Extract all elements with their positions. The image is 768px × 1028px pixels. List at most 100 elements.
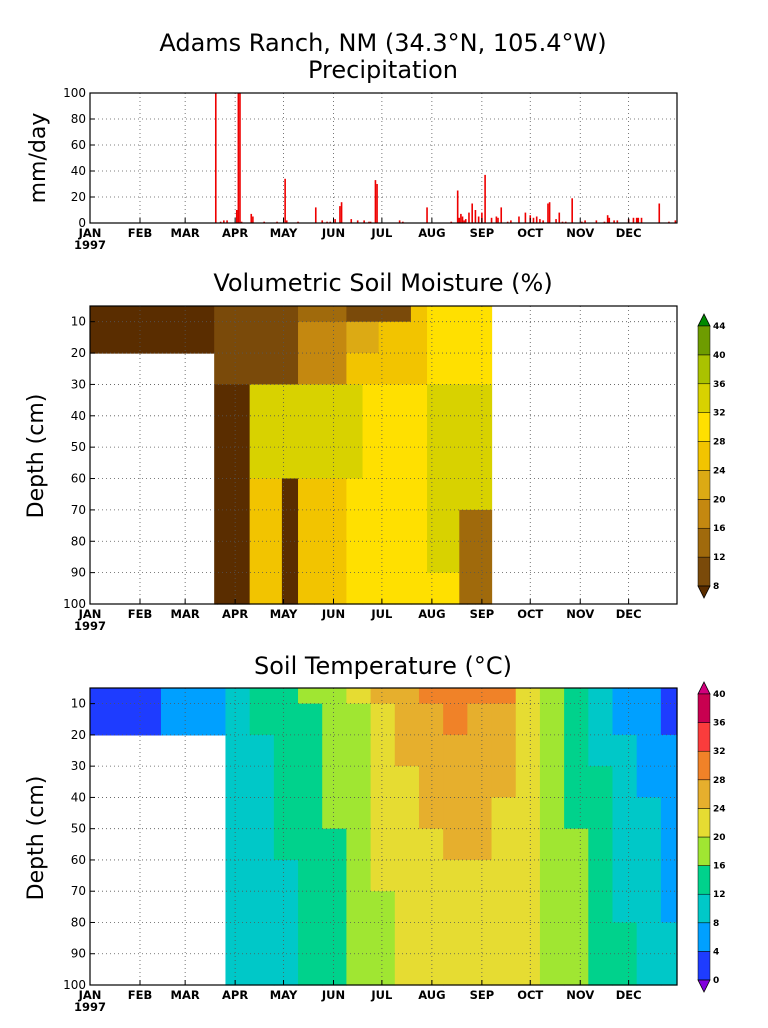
precip-bar [314, 207, 317, 223]
temperature-cell [298, 922, 323, 955]
temperature-cell [515, 703, 541, 736]
moisture-cell [281, 353, 299, 386]
temperature-cell [322, 703, 348, 736]
moisture-cell [298, 415, 315, 448]
tick-label-y: 60 [71, 138, 86, 152]
moisture-cell [330, 353, 348, 386]
moisture-cell [467, 353, 477, 386]
temperature-cell [322, 797, 348, 830]
moisture-cell [394, 306, 412, 323]
moisture-cell [298, 478, 315, 511]
precip-bar [637, 217, 640, 223]
temperature-cell [418, 703, 444, 736]
temperature-cell [273, 922, 299, 955]
temperature-cell [515, 859, 541, 892]
temperature-cell [588, 688, 614, 705]
tick-label-y: 80 [71, 112, 86, 126]
temperature-cell [346, 859, 372, 892]
moisture-colorbar-swatch [697, 412, 711, 442]
tick-label-y: 50 [71, 440, 86, 454]
temperature-cell [273, 953, 299, 986]
temperature-cell [209, 688, 227, 705]
precip-bar [608, 217, 611, 223]
moisture-cell [410, 572, 428, 605]
temperature-cell [225, 859, 251, 892]
temperature-cell [273, 734, 299, 767]
moisture-cell [233, 478, 251, 511]
precip-bar [339, 206, 341, 223]
temperature-colorbar-label: 24 [713, 804, 726, 814]
moisture-cell [427, 447, 444, 480]
temperature-cell [346, 766, 372, 799]
temperature-cell [160, 703, 186, 736]
precip-title: Precipitation [308, 56, 458, 84]
moisture-cell [281, 321, 299, 354]
temperature-title: Soil Temperature (°C) [254, 652, 512, 680]
moisture-cell [459, 415, 468, 448]
precip-bar [495, 216, 498, 223]
moisture-cell [459, 509, 468, 542]
moisture-colorbar-label: 44 [713, 322, 726, 332]
temperature-cell [249, 766, 275, 799]
month-label: JUN [321, 988, 345, 1002]
moisture-cell [467, 541, 477, 574]
moisture-cell [394, 447, 412, 480]
month-label: DEC [616, 607, 642, 621]
moisture-cell [265, 415, 283, 448]
temperature-cell [273, 859, 299, 892]
temperature-cell [612, 859, 638, 892]
temperature-cell [346, 688, 372, 705]
moisture-cell [233, 415, 251, 448]
temperature-cell [273, 766, 299, 799]
temperature-cell [564, 953, 589, 986]
month-label: APR [222, 607, 248, 621]
precip-bar [450, 221, 453, 223]
temperature-cell [90, 703, 114, 736]
temperature-cell [322, 734, 348, 767]
moisture-cell [314, 321, 331, 354]
moisture-cell [443, 384, 460, 417]
moisture-frame [89, 305, 678, 605]
moisture-cell [410, 509, 428, 542]
precip-bar [584, 220, 586, 223]
precip-bar [468, 212, 470, 223]
moisture-cell [233, 384, 251, 417]
moisture-cell [362, 353, 380, 386]
month-label: MAY [270, 988, 298, 1002]
temperature-cell [370, 828, 396, 861]
moisture-cell [362, 415, 380, 448]
moisture-cell [298, 572, 315, 605]
month-label: APR [222, 226, 248, 240]
precip-bar [518, 216, 520, 223]
precip-bar [595, 220, 598, 223]
month-label: MAR [171, 988, 200, 1002]
temperature-cell [564, 859, 589, 892]
moisture-cell [90, 306, 215, 323]
temperature-cell [112, 703, 138, 736]
temperature-cell [298, 766, 323, 799]
month-label: MAR [171, 607, 200, 621]
temperature-colorbar-label: 4 [713, 947, 719, 957]
moisture-cell [249, 447, 267, 480]
moisture-cell [443, 509, 460, 542]
temperature-cell [370, 766, 396, 799]
moisture-cell [265, 306, 283, 323]
temperature-cell [539, 828, 565, 861]
moisture-cell [217, 415, 235, 448]
moisture-cell [443, 415, 460, 448]
moisture-colorbar-label: 12 [713, 553, 726, 563]
temperature-cell [322, 859, 348, 892]
temperature-cell [539, 797, 565, 830]
moisture-cell [214, 384, 218, 417]
temperature-cell [298, 859, 323, 892]
temperature-cell [588, 891, 614, 924]
temperature-cell [491, 688, 517, 705]
moisture-cell [281, 509, 299, 542]
temperature-cell [249, 734, 275, 767]
month-label: SEP [470, 607, 495, 621]
precip-bar [402, 221, 404, 223]
temperature-cell [467, 828, 493, 861]
temperature-cell [467, 891, 493, 924]
temperature-cell [539, 859, 565, 892]
